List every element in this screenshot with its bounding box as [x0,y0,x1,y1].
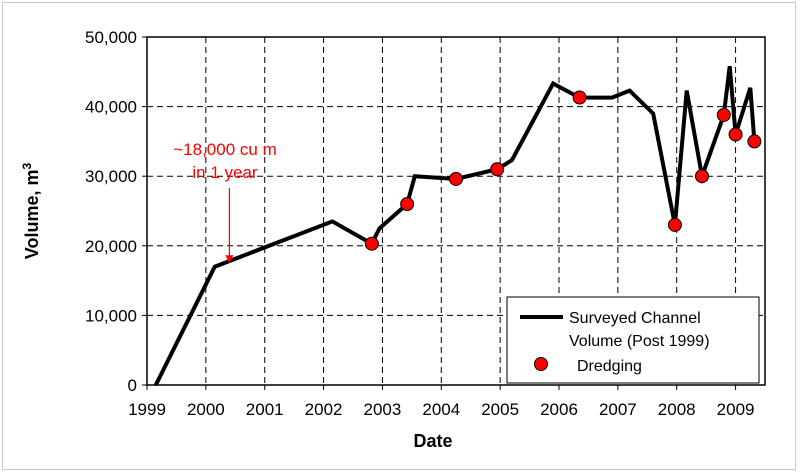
legend: Surveyed Channel Volume (Post 1999) Dred… [506,296,760,384]
dredging-marker [449,171,463,186]
x-tick-label: 2004 [422,400,460,419]
dredging-marker [490,162,505,177]
x-axis-title: Date [413,431,452,451]
dredging-markers [364,90,762,251]
dredging-marker [572,90,587,105]
x-tick-label: 2008 [658,400,696,419]
y-tick-label: 10,000 [85,306,137,325]
annotation: ~18,000 cu m in 1 year [173,140,277,264]
dredging-marker [400,197,415,212]
x-tick-label: 2009 [717,400,755,419]
legend-box [506,296,760,384]
dredging-marker [695,169,710,184]
y-tick-label: 50,000 [85,28,137,47]
x-tick-label: 2002 [305,400,343,419]
dredging-marker [667,217,682,232]
x-tick-label: 2001 [246,400,284,419]
x-tick-label: 2006 [540,400,578,419]
y-tick-label: 20,000 [85,237,137,256]
legend-marker-swatch [534,357,548,371]
y-axis-ticks: 0 10,000 20,000 30,000 40,000 50,000 [85,28,147,395]
plot-area [146,36,766,386]
y-tick-label: 0 [128,376,137,395]
x-tick-label: 1999 [128,400,166,419]
x-tick-label: 2003 [364,400,402,419]
y-tick-label: 30,000 [85,167,137,186]
dredging-marker [364,236,379,251]
x-axis-ticks: 1999 2000 2001 2002 2003 2004 2005 2006 2007 2008… [128,385,754,419]
annotation-line-2: in 1 year [192,163,258,182]
legend-marker-label: Dredging [577,358,642,375]
annotation-arrowhead [225,255,234,264]
annotation-line-1: ~18,000 cu m [173,140,277,159]
y-axis-title: Volume, m3 [20,163,42,260]
legend-line-label-1: Surveyed Channel [569,310,701,327]
x-tick-label: 2005 [481,400,519,419]
y-tick-label: 40,000 [85,98,137,117]
x-tick-label: 2007 [599,400,637,419]
dredging-marker [716,107,731,122]
x-tick-label: 2000 [187,400,225,419]
legend-line-label-2: Volume (Post 1999) [569,333,710,350]
chart-frame [2,2,796,470]
dredging-marker [747,134,762,149]
dredging-marker [728,127,743,142]
